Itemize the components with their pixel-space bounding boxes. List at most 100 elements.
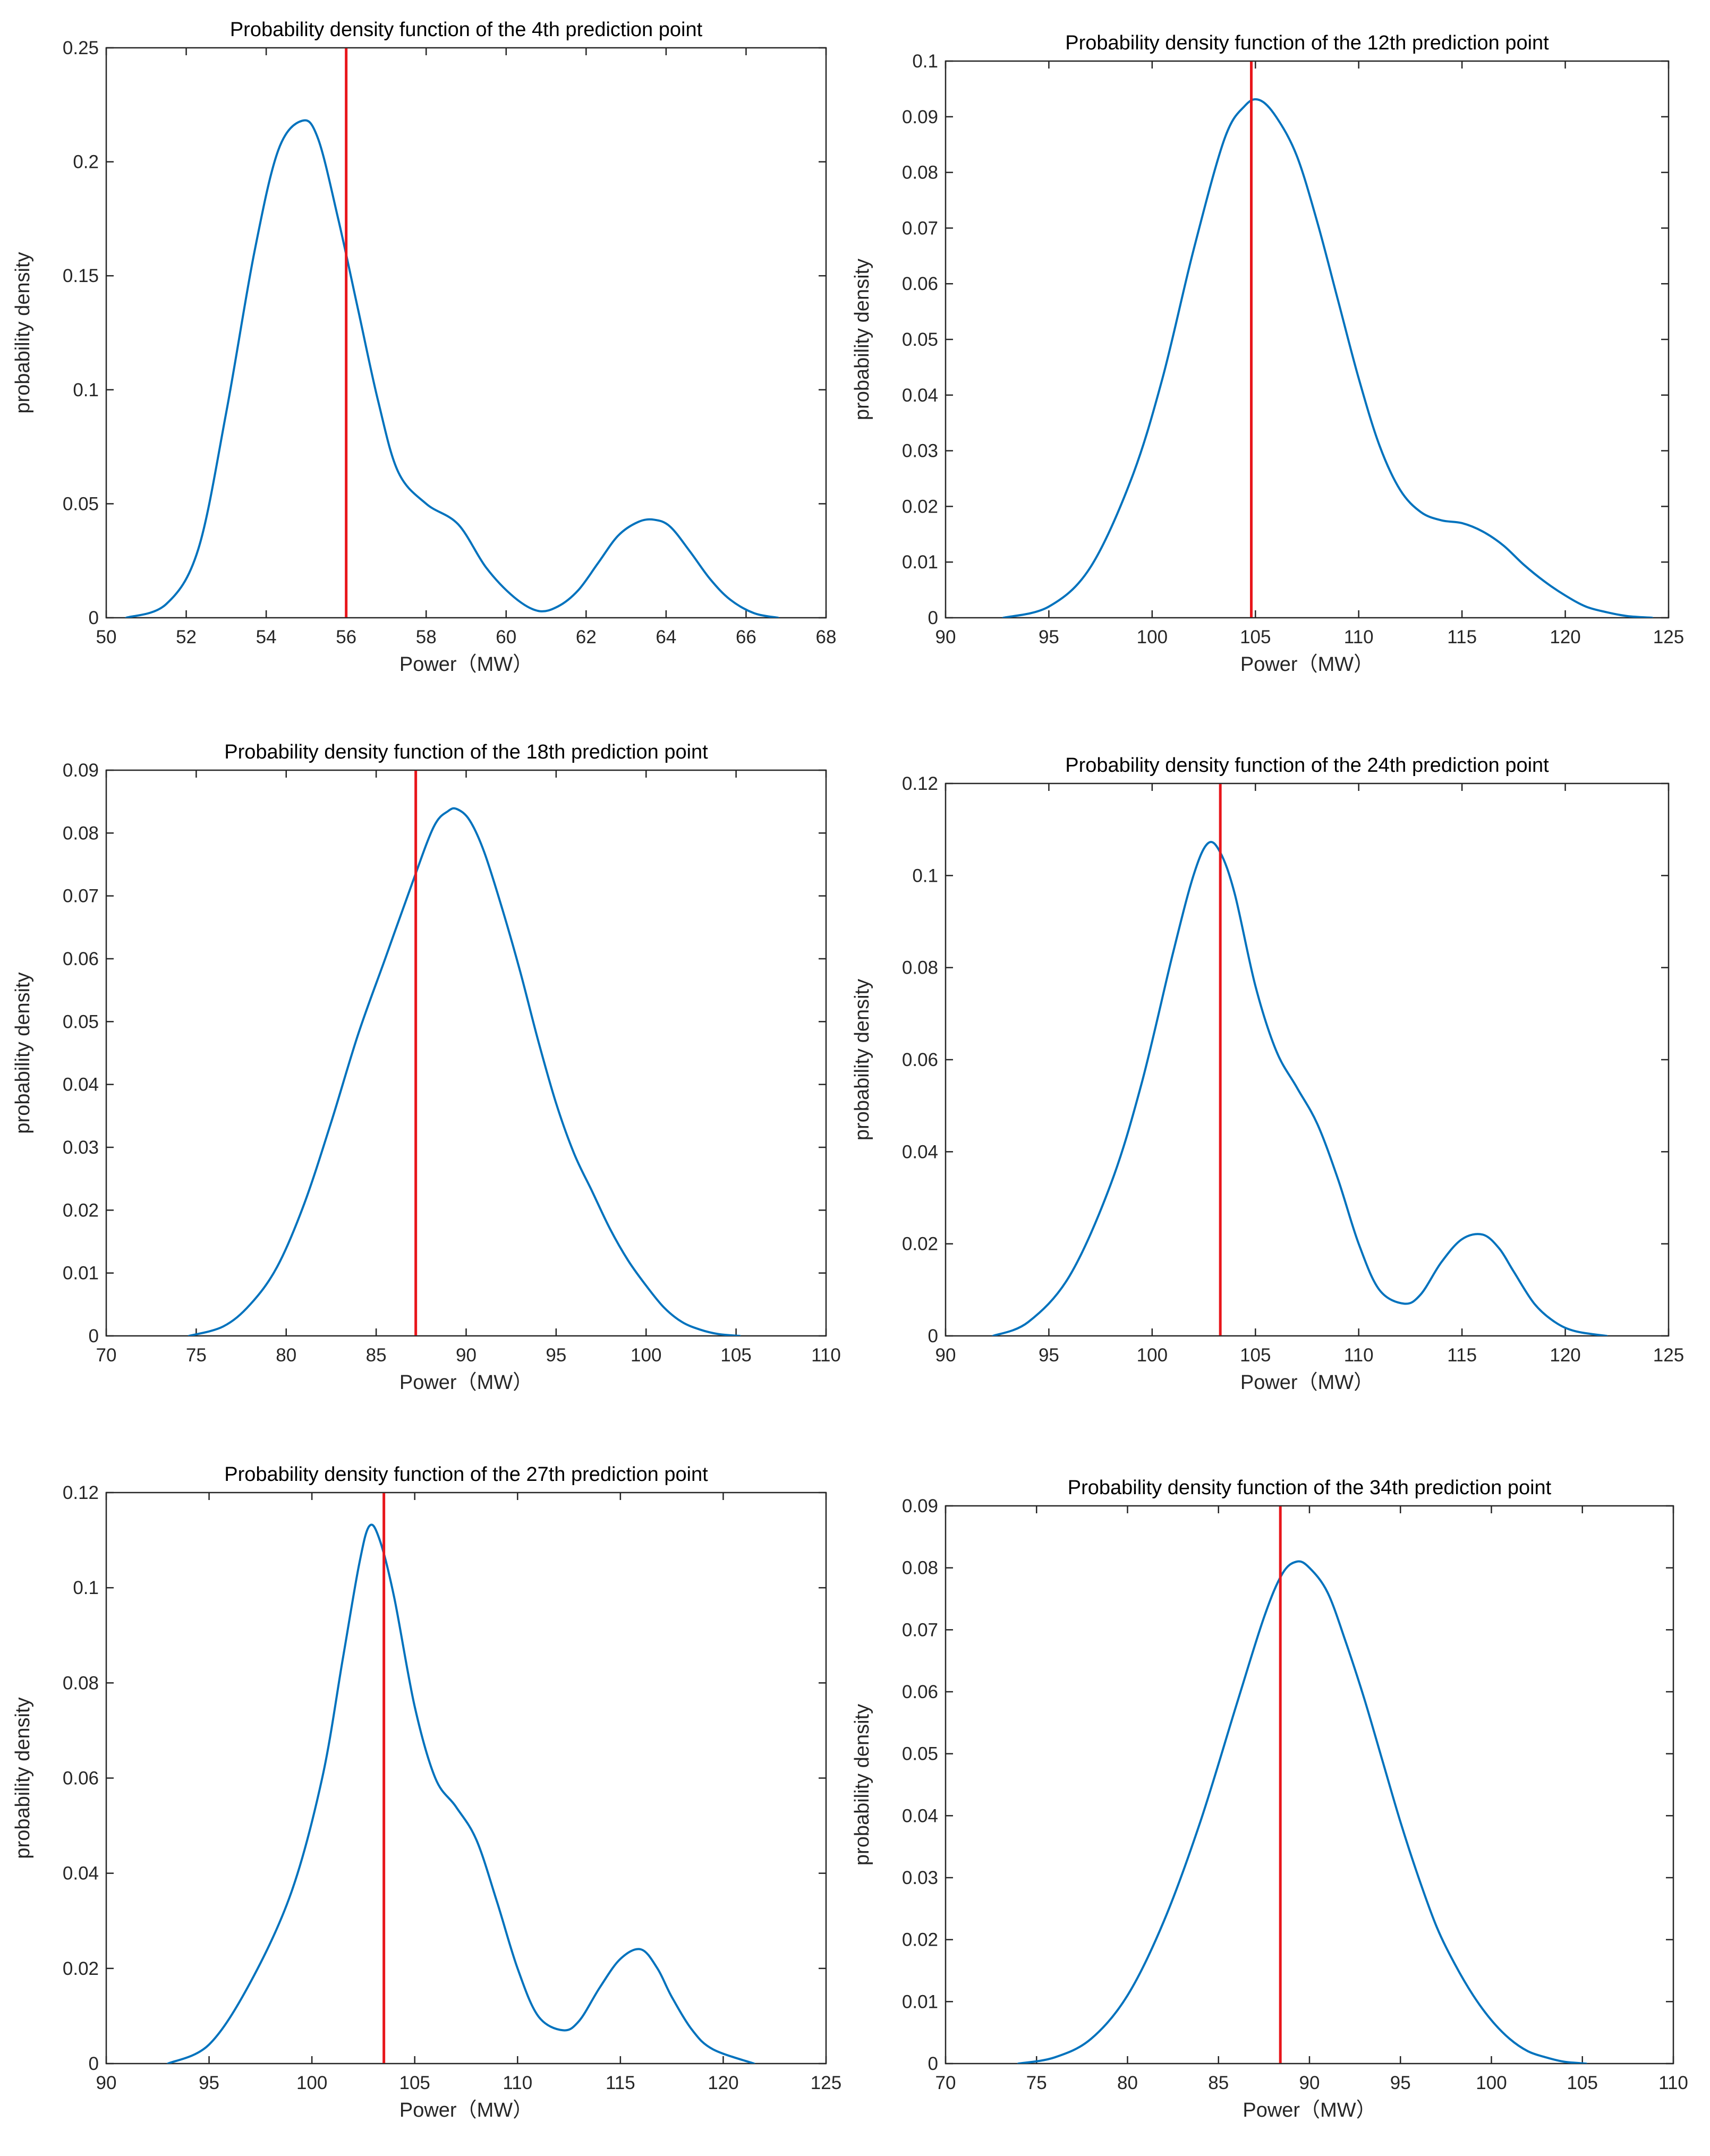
x-tick-label: 95: [1390, 2073, 1411, 2093]
x-tick-label: 90: [935, 627, 956, 647]
y-tick-label: 0.05: [63, 1011, 99, 1032]
y-tick-label: 0.03: [63, 1137, 99, 1158]
plot-area-3: [105, 769, 827, 1337]
x-tick-label: 90: [1299, 2073, 1320, 2093]
y-tick-label: 0.06: [63, 1768, 99, 1789]
pdf-curve: [1017, 1560, 1587, 2064]
y-tick-label: 0.04: [63, 1075, 99, 1095]
chart-title: Probability density function of the 24th…: [1065, 754, 1549, 777]
y-tick-label: 0.02: [902, 496, 938, 517]
x-tick-label: 105: [720, 1345, 751, 1366]
y-tick-label: 0.1: [912, 865, 938, 886]
x-tick-label: 95: [546, 1345, 566, 1366]
pdf-curve: [992, 841, 1608, 1336]
x-tick-label: 110: [1344, 627, 1374, 647]
x-tick-label: 100: [296, 2073, 327, 2093]
y-tick-label: 0.09: [63, 760, 99, 781]
y-tick-label: 0.1: [912, 51, 938, 72]
x-tick-label: 62: [576, 627, 597, 647]
x-axis-label: Power（MW）: [399, 653, 533, 676]
y-tick-label: 0: [89, 608, 99, 628]
plot-area-2: [945, 60, 1670, 619]
chart-panel-1: 50 52 54 56 58 60 62 64 66 68 0 0.05 0.1 0.15 0.2 0.25 P…: [12, 19, 836, 676]
y-tick-label: 0.12: [63, 1482, 99, 1503]
y-tick-label: 0.1: [73, 1578, 99, 1598]
x-tick-label: 70: [96, 1345, 117, 1366]
chart-panel-2: 90 95 100 105 110 115 120 125 0 0.01 0.02 0.03 0.04 0…: [851, 32, 1684, 676]
y-tick-label: 0.09: [902, 107, 938, 127]
y-axis-label: probability density: [12, 972, 34, 1134]
y-tick-label: 0.2: [73, 152, 99, 173]
x-tick-label: 105: [1567, 2073, 1598, 2093]
y-tick-label: 0.05: [902, 1744, 938, 1765]
chart-title: Probability density function of the 34th…: [1068, 1477, 1552, 1499]
y-tick-label: 0.02: [902, 1234, 938, 1255]
x-tick-label: 85: [366, 1345, 387, 1366]
x-tick-label: 64: [656, 627, 676, 647]
y-tick-label: 0.09: [902, 1496, 938, 1516]
x-tick-label: 54: [256, 627, 277, 647]
y-axis-label: probability density: [851, 1704, 873, 1865]
x-tick-label: 95: [199, 2073, 219, 2093]
y-tick-label: 0.03: [902, 441, 938, 462]
y-tick-label: 0: [89, 2053, 99, 2074]
pdf-curve: [125, 119, 779, 618]
x-tick-label: 105: [1240, 1345, 1271, 1366]
y-tick-label: 0.01: [63, 1263, 99, 1284]
x-tick-label: 125: [1653, 627, 1684, 647]
y-tick-label: 0.25: [63, 38, 99, 58]
x-tick-label: 115: [1447, 627, 1477, 647]
y-tick-label: 0.08: [63, 1673, 99, 1693]
y-tick-label: 0.06: [63, 949, 99, 969]
y-tick-label: 0.02: [63, 1958, 99, 1979]
y-tick-label: 0.07: [902, 1620, 938, 1640]
x-tick-label: 95: [1039, 1345, 1059, 1366]
y-tick-label: 0.08: [902, 1558, 938, 1579]
y-axis-label: probability density: [851, 259, 873, 420]
chart-title: Probability density function of the 18th…: [224, 741, 708, 763]
x-tick-label: 90: [456, 1345, 477, 1366]
x-tick-label: 100: [1476, 2073, 1507, 2093]
y-tick-label: 0.1: [73, 380, 99, 400]
chart-panel-4: 90 95 100 105 110 115 120 125 0 0.02 0.04 0.06 0.08 0…: [851, 754, 1684, 1394]
x-axis-label: Power（MW）: [1240, 1371, 1374, 1394]
y-tick-label: 0: [928, 608, 938, 628]
x-axis-label: Power（MW）: [399, 1371, 533, 1394]
y-tick-label: 0.02: [902, 1930, 938, 1950]
y-tick-label: 0.06: [902, 1682, 938, 1702]
x-tick-label: 120: [1550, 627, 1580, 647]
y-tick-label: 0: [928, 1326, 938, 1347]
y-tick-label: 0.03: [902, 1868, 938, 1888]
y-tick-label: 0.08: [902, 958, 938, 978]
x-tick-label: 85: [1208, 2073, 1229, 2093]
chart-panel-5: 90 95 100 105 110 115 120 125 0 0.02 0.04 0.06 0.08 0…: [12, 1463, 841, 2121]
x-tick-label: 100: [1137, 1345, 1168, 1366]
x-tick-label: 115: [606, 2073, 635, 2093]
y-axis-label: probability density: [12, 252, 34, 413]
chart-panel-6: 70 75 80 85 90 95 100 105 110 0 0.01 0.02 0.03 0.04 0.…: [851, 1477, 1688, 2121]
plot-area-6: [945, 1505, 1674, 2065]
x-tick-label: 60: [496, 627, 516, 647]
y-tick-label: 0.15: [63, 266, 99, 286]
y-tick-label: 0.04: [902, 385, 938, 406]
plot-area-1: [105, 47, 827, 619]
x-tick-label: 105: [399, 2073, 430, 2093]
x-tick-label: 110: [811, 1345, 841, 1366]
y-tick-label: 0.05: [63, 493, 99, 514]
x-tick-label: 52: [176, 627, 197, 647]
y-tick-label: 0.01: [902, 1991, 938, 2012]
y-tick-label: 0.05: [902, 329, 938, 350]
chart-title: Probability density function of the 27th…: [224, 1463, 708, 1486]
x-tick-label: 50: [96, 627, 117, 647]
chart-panel-3: 70 75 80 85 90 95 100 105 110 0 0.01 0.02 0.03 0.04 0.…: [12, 741, 841, 1394]
y-tick-label: 0: [89, 1326, 99, 1347]
x-tick-label: 95: [1039, 627, 1059, 647]
pdf-curve: [1002, 98, 1653, 618]
x-tick-label: 90: [935, 1345, 956, 1366]
x-tick-label: 75: [1026, 2073, 1047, 2093]
y-tick-label: 0: [928, 2053, 938, 2074]
x-tick-label: 105: [1240, 627, 1271, 647]
x-tick-label: 56: [336, 627, 356, 647]
x-tick-label: 125: [811, 2073, 841, 2093]
x-tick-label: 68: [816, 627, 837, 647]
